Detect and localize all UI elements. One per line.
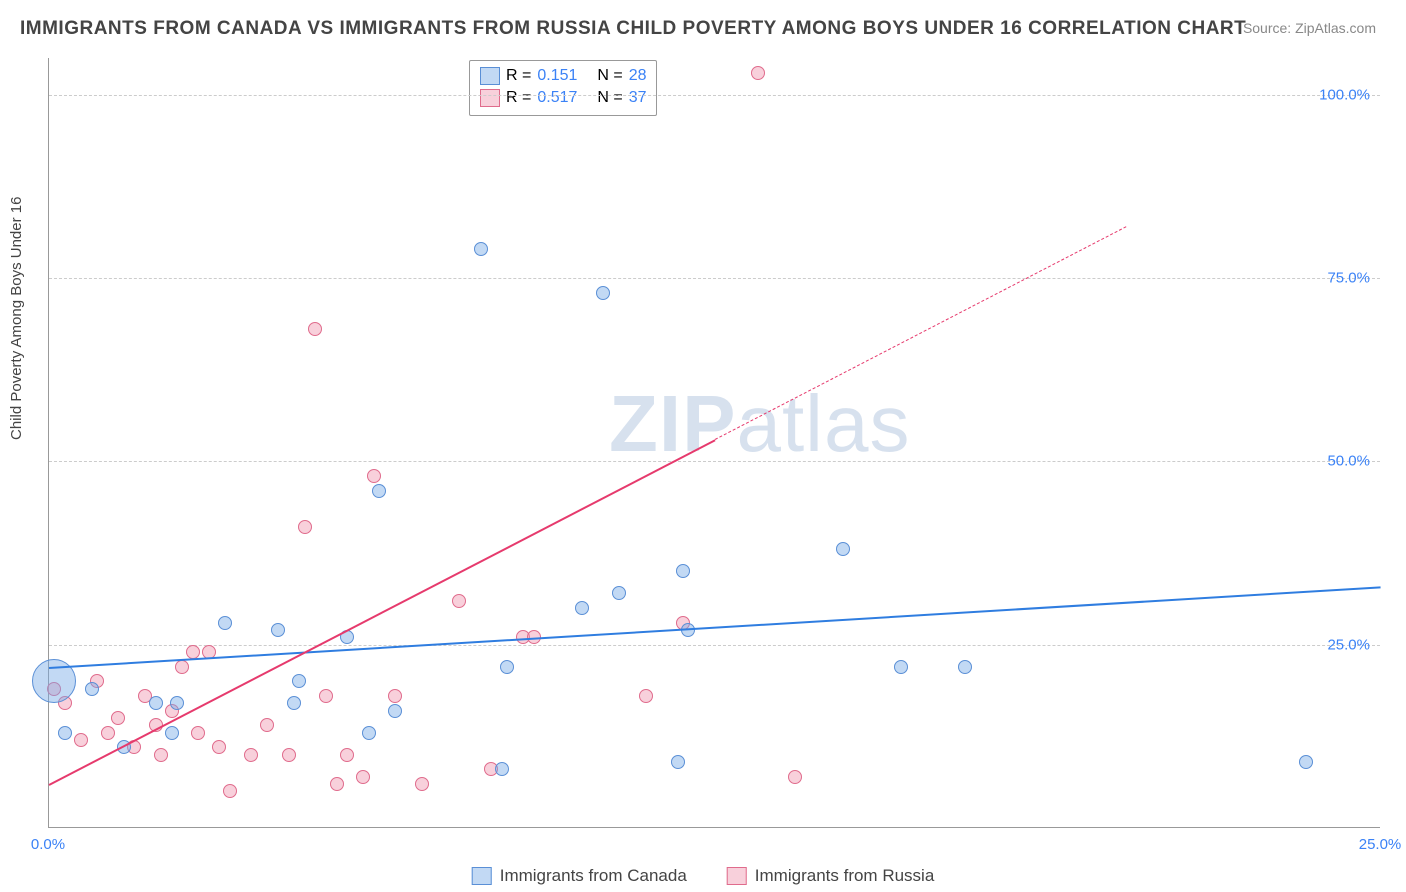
russia-point [223,784,237,798]
canada-point [474,242,488,256]
watermark-rest: atlas [736,379,910,468]
russia-point [111,711,125,725]
canada-point [388,704,402,718]
russia-point [751,66,765,80]
russia-point [282,748,296,762]
x-tick-label: 25.0% [1359,836,1402,853]
russia-point [74,733,88,747]
canada-swatch-icon [472,867,492,885]
russia-point [212,740,226,754]
russia-point [788,770,802,784]
russia-point [415,777,429,791]
n-label: N = [597,67,622,85]
canada-point [1299,755,1313,769]
canada-point [500,660,514,674]
russia-point [330,777,344,791]
russia-point [308,322,322,336]
canada-point [149,696,163,710]
r-label: R = [506,89,531,107]
canada-point [85,682,99,696]
russia-point [101,726,115,740]
canada-swatch [480,67,500,85]
y-tick-label: 100.0% [1319,86,1370,103]
r-label: R = [506,67,531,85]
canada-point [836,542,850,556]
legend-stats-row-russia: R = 0.517 N = 37 [480,87,646,109]
canada-point [495,762,509,776]
canada-point [218,616,232,630]
canada-point [165,726,179,740]
russia-r-value: 0.517 [537,89,591,107]
y-tick-label: 50.0% [1327,453,1370,470]
canada-point [612,586,626,600]
watermark: ZIPatlas [609,378,910,470]
x-tick-label: 0.0% [31,836,65,853]
canada-point [671,755,685,769]
russia-point [260,718,274,732]
chart-title: IMMIGRANTS FROM CANADA VS IMMIGRANTS FRO… [20,18,1246,40]
canada-point [676,564,690,578]
russia-series-label: Immigrants from Russia [755,866,934,886]
canada-series-label: Immigrants from Canada [500,866,687,886]
source-prefix: Source: [1243,20,1295,36]
canada-point [170,696,184,710]
source-citation: Source: ZipAtlas.com [1243,20,1376,36]
canada-point [362,726,376,740]
legend-item-russia: Immigrants from Russia [727,866,934,886]
russia-point [191,726,205,740]
legend-stats-box: R = 0.151 N = 28 R = 0.517 N = 37 [469,60,657,116]
canada-point [372,484,386,498]
russia-point [175,660,189,674]
russia-point [154,748,168,762]
russia-point [356,770,370,784]
russia-point [388,689,402,703]
russia-n-value: 37 [629,89,647,107]
russia-point [367,469,381,483]
n-label: N = [597,89,622,107]
russia-trendline-dashed [715,227,1126,441]
russia-swatch [480,89,500,107]
canada-point [958,660,972,674]
canada-point [596,286,610,300]
gridline-h [49,461,1380,462]
canada-point [287,696,301,710]
russia-point [186,645,200,659]
gridline-h [49,645,1380,646]
russia-point [298,520,312,534]
canada-point [292,674,306,688]
chart-plot-area: ZIPatlas R = 0.151 N = 28 R = 0.517 N = … [48,58,1380,828]
source-name: ZipAtlas.com [1295,20,1376,36]
canada-trendline [49,586,1381,669]
canada-r-value: 0.151 [537,67,591,85]
russia-point [244,748,258,762]
russia-point [340,748,354,762]
russia-point [452,594,466,608]
canada-point [575,601,589,615]
canada-point [271,623,285,637]
y-axis-label: Child Poverty Among Boys Under 16 [8,197,25,440]
gridline-h [49,278,1380,279]
russia-point [639,689,653,703]
legend-item-canada: Immigrants from Canada [472,866,687,886]
russia-swatch-icon [727,867,747,885]
y-tick-label: 75.0% [1327,270,1370,287]
watermark-bold: ZIP [609,379,736,468]
canada-point [58,726,72,740]
legend-series: Immigrants from Canada Immigrants from R… [472,866,935,886]
gridline-h [49,95,1380,96]
russia-point [319,689,333,703]
y-tick-label: 25.0% [1327,636,1370,653]
legend-stats-row-canada: R = 0.151 N = 28 [480,65,646,87]
canada-n-value: 28 [629,67,647,85]
canada-point [894,660,908,674]
